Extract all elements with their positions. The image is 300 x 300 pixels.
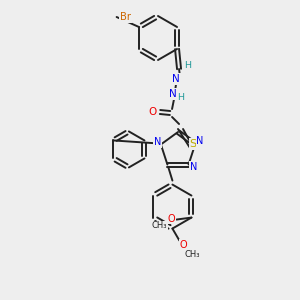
Text: N: N [154, 137, 162, 147]
Text: H: H [184, 61, 192, 70]
Text: N: N [172, 74, 180, 84]
Text: N: N [196, 136, 204, 146]
Text: CH₃: CH₃ [152, 221, 167, 230]
Text: N: N [190, 162, 197, 172]
Text: O: O [180, 240, 187, 250]
Text: H: H [178, 94, 184, 103]
Text: N: N [169, 89, 177, 99]
Text: Br: Br [120, 12, 131, 22]
Text: S: S [190, 139, 196, 149]
Text: CH₃: CH₃ [185, 250, 200, 259]
Text: O: O [168, 214, 175, 224]
Text: O: O [148, 107, 156, 117]
